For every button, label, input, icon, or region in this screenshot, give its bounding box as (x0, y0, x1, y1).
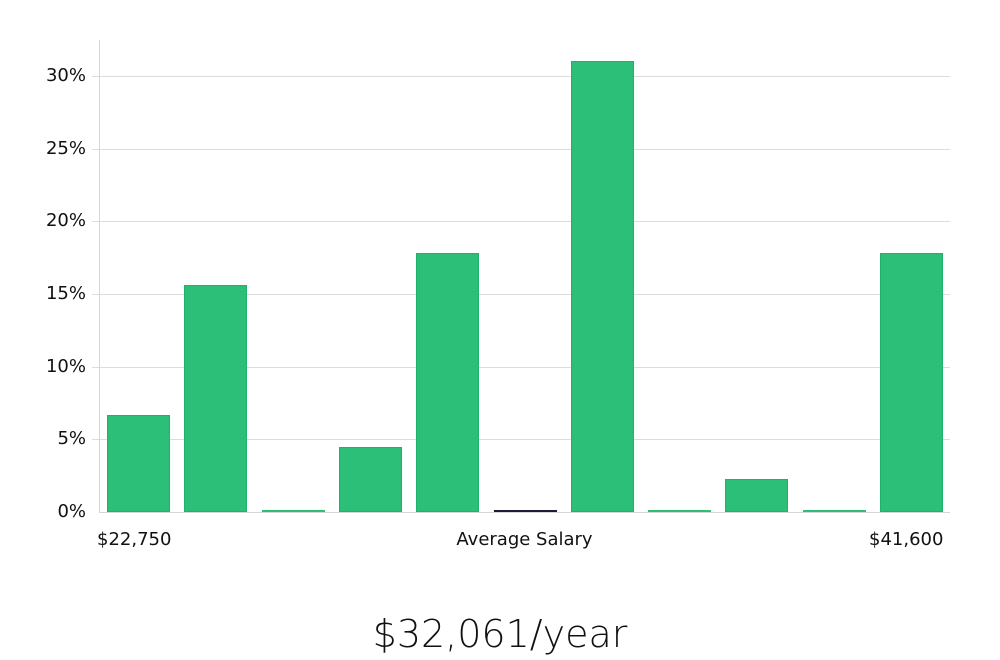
gridline (92, 221, 950, 222)
y-tick-label: 25% (45, 138, 86, 159)
y-tick-label: 30% (45, 65, 86, 86)
x-min-label: $22,750 (97, 529, 172, 550)
x-max-label: $41,600 (869, 529, 944, 550)
histogram-bar (184, 285, 247, 512)
histogram-bar (494, 510, 557, 512)
gridline (92, 76, 950, 77)
histogram-bar (803, 510, 866, 512)
gridline (92, 149, 950, 150)
average-salary-value: $32,061/year (372, 612, 628, 656)
histogram-bar (107, 415, 170, 512)
histogram-bar (416, 253, 479, 512)
y-axis-line (99, 40, 100, 513)
y-tick-label: 15% (45, 283, 86, 304)
histogram-bar (648, 510, 711, 512)
histogram-bar (339, 447, 402, 512)
gridline (92, 294, 950, 295)
x-axis-title: Average Salary (456, 529, 593, 550)
histogram-bar (262, 510, 325, 512)
y-tick-label: 0% (57, 501, 86, 522)
gridline (92, 367, 950, 368)
histogram-bar (571, 61, 634, 512)
histogram-bar (880, 253, 943, 512)
histogram-bar (725, 479, 788, 512)
gridline (92, 439, 950, 440)
y-tick-label: 10% (45, 356, 86, 377)
y-tick-label: 20% (45, 210, 86, 231)
x-axis-line (99, 512, 950, 513)
y-tick-label: 5% (57, 428, 86, 449)
